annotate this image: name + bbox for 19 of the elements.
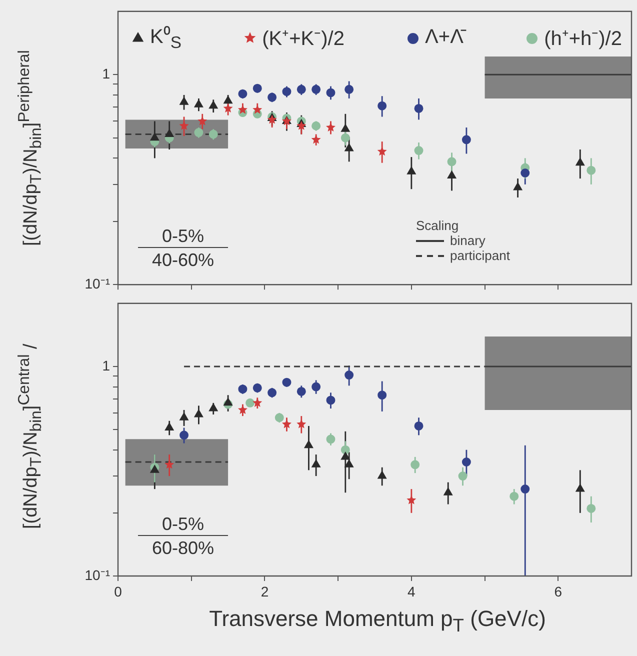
legend-label: participant: [450, 248, 510, 263]
legend-label: (h⁺+h⁻)/2: [544, 27, 622, 51]
annotation: 60-80%: [150, 538, 216, 559]
x-tick-label: 4: [408, 583, 416, 600]
legend-label: K⁰$_{S}$: [150, 25, 182, 53]
annotation: 0-5%: [138, 514, 228, 536]
y-tick-label: 10⁻¹: [84, 566, 110, 583]
y-tick-label: 1: [102, 65, 110, 82]
y-tick-label: 1: [102, 357, 110, 374]
legend-label: (K⁺+K⁻)/2: [262, 27, 344, 51]
annotation: 0-5%: [138, 226, 228, 248]
y-tick-label: 10⁻¹: [84, 275, 110, 292]
x-axis-title: Transverse Momentum p$_{T}$ (GeV/c): [208, 606, 547, 636]
x-tick-label: 6: [554, 583, 562, 600]
legend-label: binary: [450, 233, 486, 248]
x-tick-label: 0: [114, 583, 122, 600]
legend-title: Scaling: [416, 218, 460, 233]
x-tick-label: 2: [260, 583, 269, 600]
annotation: 40-60%: [150, 250, 216, 271]
